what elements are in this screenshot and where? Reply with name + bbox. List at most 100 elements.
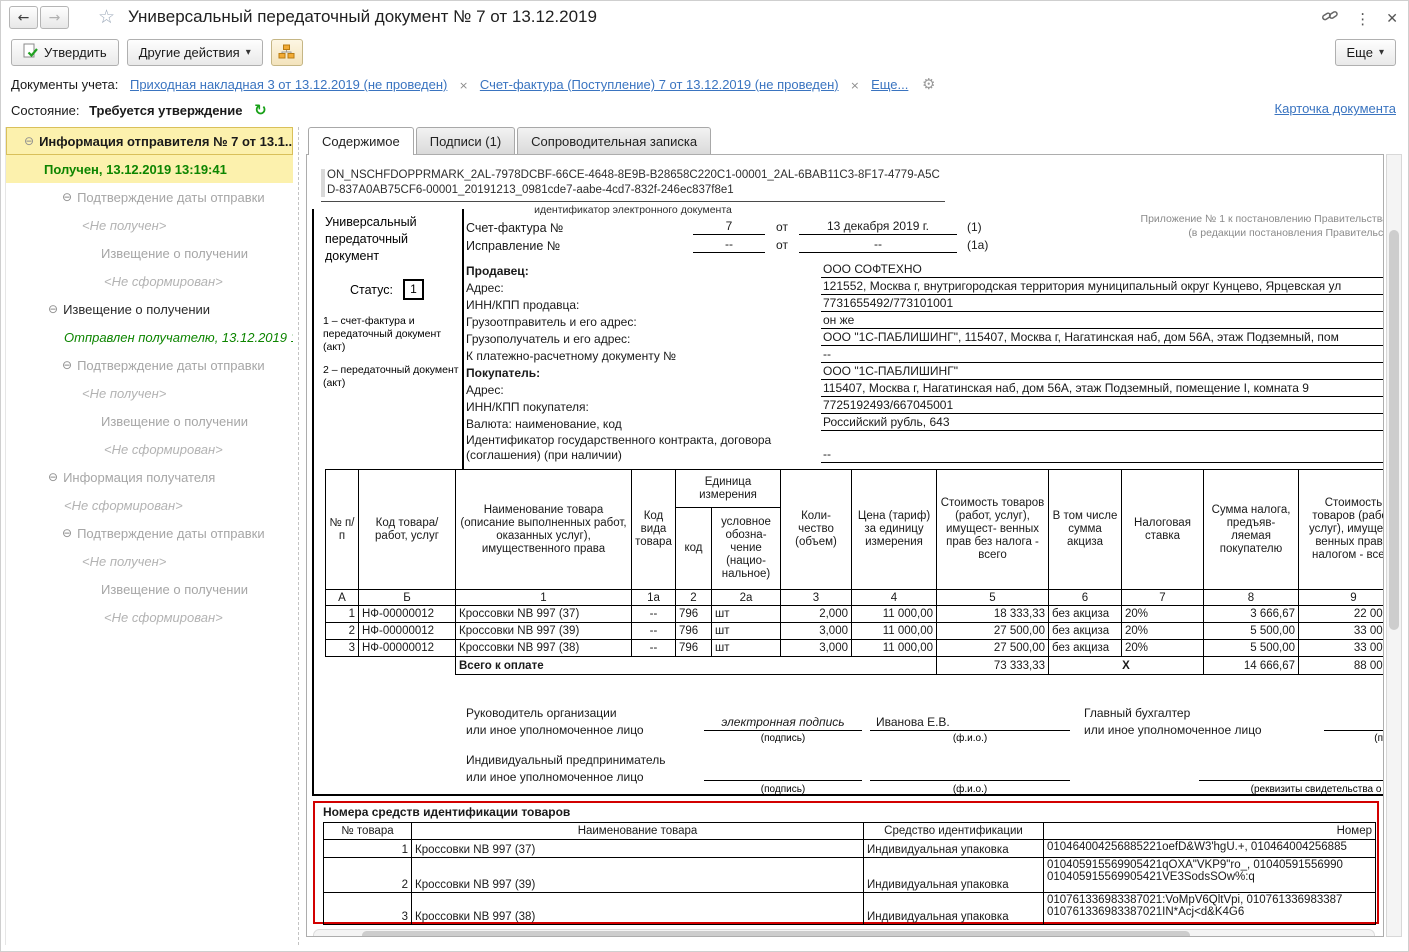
gear-icon[interactable]: ⚙ xyxy=(922,75,936,93)
horizontal-scrollbar-thumb[interactable] xyxy=(362,931,1190,936)
menu-dots-icon[interactable]: ⋮ xyxy=(1355,9,1371,28)
vertical-scrollbar[interactable] xyxy=(1386,154,1402,937)
collapse-icon[interactable]: ⊖ xyxy=(24,134,35,148)
tree-item-date-confirmation[interactable]: ⊖ Подтверждение даты отправки xyxy=(6,183,293,211)
more-button[interactable]: Еще ▾ xyxy=(1334,39,1396,66)
tree-status[interactable]: <Не сформирован> xyxy=(6,267,293,295)
collapse-icon[interactable]: ⊖ xyxy=(48,302,59,316)
collapse-icon[interactable]: ⊖ xyxy=(62,190,73,204)
field-value: ООО "1С-ПАБЛИШИНГ", 115407, Москва г, На… xyxy=(821,330,1383,346)
back-button[interactable]: ← xyxy=(9,6,38,29)
tree-status-label: Получен, 13.12.2019 13:19:41 xyxy=(44,161,227,177)
total-row: Всего к оплате 73 333,33 X 14 666,67 88 … xyxy=(325,656,1383,675)
tree-item-date-confirmation[interactable]: ⊖ Подтверждение даты отправки xyxy=(6,519,293,547)
tree-item-recipient-info[interactable]: ⊖ Информация получателя xyxy=(6,463,293,491)
tree-status[interactable]: <Не сформирован> xyxy=(6,603,293,631)
document-card-link[interactable]: Карточка документа xyxy=(1274,101,1396,116)
cell: без акциза xyxy=(1048,622,1122,640)
tree-status-label: <Не сформирован> xyxy=(104,273,223,289)
signature-caption: (подпись) xyxy=(1374,733,1384,744)
other-actions-button[interactable]: Другие действия ▾ xyxy=(126,39,263,66)
document-flow-tree: ⊖ Информация отправителя № 7 от 13.1... … xyxy=(5,127,293,945)
correction-value: -- xyxy=(693,237,765,253)
doc-link-invoice[interactable]: Счет-фактура (Поступление) 7 от 13.12.20… xyxy=(479,77,839,92)
tree-item-sender-info[interactable]: ⊖ Информация отправителя № 7 от 13.1... xyxy=(6,127,293,155)
tree-status[interactable]: <Не сформирован> xyxy=(6,435,293,463)
tree-status-sent[interactable]: Отправлен получателю, 13.12.2019 13:2... xyxy=(6,323,293,351)
correction-label: Исправление № xyxy=(466,239,561,253)
ip-signature-role: Индивидуальный предприниматель или иное … xyxy=(466,752,665,786)
field-value: Российский рубль, 643 xyxy=(821,415,1383,431)
tree-status-label: <Не получен> xyxy=(82,385,167,401)
hierarchy-view-button[interactable] xyxy=(270,39,303,66)
col-header: Сумма налога, предъяв- ляемая покупателю xyxy=(1203,469,1299,590)
cell: НФ-00000012 xyxy=(358,622,456,640)
favorite-star-icon[interactable]: ☆ xyxy=(98,6,116,28)
invoice-ot-label: от xyxy=(776,220,788,234)
remove-doc-icon[interactable]: × xyxy=(459,79,469,92)
field-row-buyer: Покупатель: ООО "1С-ПАБЛИШИНГ" xyxy=(466,363,1383,380)
vertical-scrollbar-thumb[interactable] xyxy=(1389,230,1399,630)
remove-doc-icon[interactable]: × xyxy=(850,79,860,92)
appendix-line: Приложение № 1 к постановлению Правитель… xyxy=(1140,213,1384,225)
tree-item-receipt-notice[interactable]: Извещение о получении xyxy=(6,575,293,603)
refresh-icon[interactable]: ↻ xyxy=(254,101,267,119)
doc-link-receipt-note[interactable]: Приходная накладная 3 от 13.12.2019 (не … xyxy=(129,77,448,92)
close-icon[interactable]: ✕ xyxy=(1386,10,1398,27)
total-net: 73 333,33 xyxy=(936,656,1049,675)
tree-status[interactable]: <Не получен> xyxy=(6,379,293,407)
tree-item-receipt-notice[interactable]: Извещение о получении xyxy=(6,239,293,267)
col-index: 9 xyxy=(1298,589,1383,606)
docs-more-link[interactable]: Еще... xyxy=(871,77,909,92)
tree-status-label: Отправлен получателю, 13.12.2019 13:2... xyxy=(64,329,293,345)
approve-button-label: Утвердить xyxy=(44,45,107,60)
tab-signatures[interactable]: Подписи (1) xyxy=(415,127,516,154)
cell: 1 xyxy=(325,605,359,623)
col-index: 1 xyxy=(455,589,632,606)
goods-table: № п/п Код товара/ работ, услуг Наименова… xyxy=(325,469,1383,675)
field-label: Валюта: наименование, код xyxy=(466,417,622,431)
cell: Кроссовки NB 997 (37) xyxy=(455,605,632,623)
horizontal-scrollbar[interactable] xyxy=(313,929,1375,936)
field-label: Идентификатор государственного контракта… xyxy=(466,433,772,462)
approve-button[interactable]: Утвердить xyxy=(11,39,119,66)
field-label: К платежно-расчетному документу № xyxy=(466,349,677,363)
tab-cover-note[interactable]: Сопроводительная записка xyxy=(517,127,712,154)
tree-status[interactable]: <Не сформирован> xyxy=(6,491,293,519)
cell: 5 500,00 xyxy=(1203,639,1299,657)
more-button-label: Еще xyxy=(1346,45,1373,60)
tree-item-label: Извещение о получении xyxy=(101,245,248,261)
col-header: код xyxy=(675,507,712,590)
field-value: 7725192493/667045001 xyxy=(821,398,1383,414)
col-header: Код вида товара xyxy=(631,469,676,590)
forward-button[interactable]: → xyxy=(40,6,69,29)
signature-caption: (подпись) xyxy=(760,733,806,744)
collapse-icon[interactable]: ⊖ xyxy=(62,358,73,372)
collapse-icon[interactable]: ⊖ xyxy=(48,470,59,484)
tree-status-received[interactable]: Получен, 13.12.2019 13:19:41 xyxy=(6,155,293,183)
accountant-signature-role: Главный бухгалтер или иное уполномоченно… xyxy=(1084,705,1262,739)
cell: шт xyxy=(711,605,781,623)
role-line: или иное уполномоченное лицо xyxy=(466,723,644,737)
hierarchy-icon xyxy=(278,44,295,62)
field-label: ИНН/КПП продавца: xyxy=(466,298,580,312)
name-caption: (ф.и.о.) xyxy=(952,784,988,795)
tree-item-receipt-notice[interactable]: ⊖ Извещение о получении xyxy=(6,295,293,323)
collapse-icon[interactable]: ⊖ xyxy=(62,526,73,540)
tree-status[interactable]: <Не получен> xyxy=(6,547,293,575)
tree-item-receipt-notice[interactable]: Извещение о получении xyxy=(6,407,293,435)
tree-item-label: Извещение о получении xyxy=(101,413,248,429)
invoice-number-row: Счет-фактура № 7 от 13 декабря 2019 г. (… xyxy=(466,217,1383,235)
chevron-down-icon: ▾ xyxy=(1378,47,1384,58)
tree-status-label: <Не сформирован> xyxy=(104,441,223,457)
field-label: Грузоотправитель и его адрес: xyxy=(466,315,637,329)
cell: 22 000,00 xyxy=(1298,605,1383,623)
tab-content[interactable]: Содержимое xyxy=(308,127,414,155)
copy-link-icon[interactable] xyxy=(1321,7,1339,30)
tree-item-date-confirmation[interactable]: ⊖ Подтверждение даты отправки xyxy=(6,351,293,379)
cell: 20% xyxy=(1121,639,1204,657)
field-row-seller: Продавец: ООО СОФТЕХНО xyxy=(466,261,1383,278)
identification-block-title: Номера средств идентификации товаров xyxy=(323,805,571,819)
pane-splitter[interactable] xyxy=(298,127,299,945)
tree-status[interactable]: <Не получен> xyxy=(6,211,293,239)
